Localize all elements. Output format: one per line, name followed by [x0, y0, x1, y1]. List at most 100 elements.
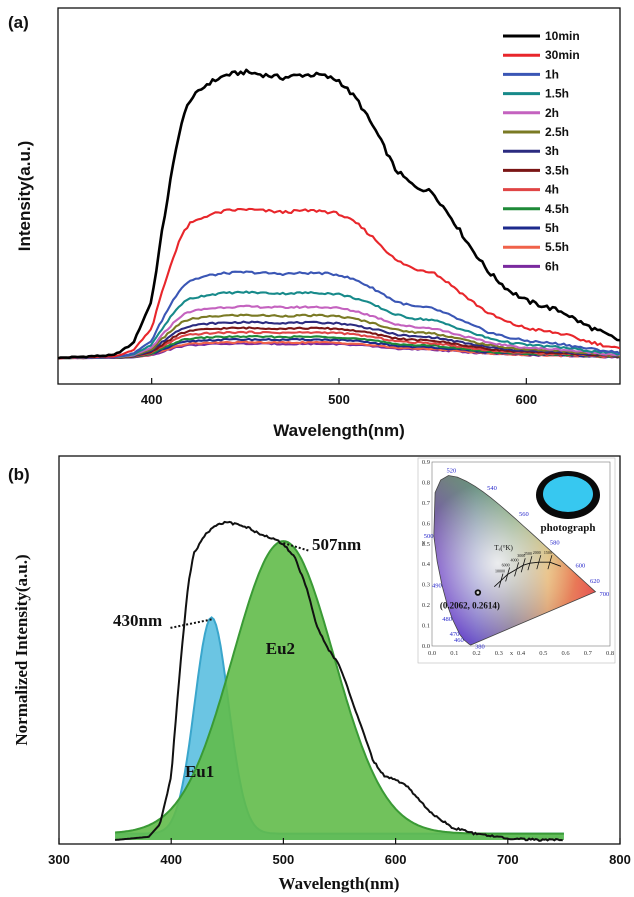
x-tick-label: 400 — [160, 852, 182, 867]
x-tick-label: 500 — [273, 852, 295, 867]
cie-wavelength-label: 580 — [550, 539, 560, 546]
cie-isotherm-line — [498, 573, 504, 588]
photograph-inset: photograph — [536, 471, 600, 534]
cie-wavelength-label: 380 — [475, 644, 485, 651]
panel-a-legend: 10min 30min 1h 1.5h 2h 2.5h 3h 3.5h 4h 4.5h 5h 5.5h… — [503, 29, 580, 273]
panel-b-x-ticks: 300 400 500 600 700 800 — [48, 838, 631, 867]
legend-label-3.5h: 3.5h — [545, 163, 569, 177]
series-line-2h — [58, 304, 620, 360]
cie-x-tick-label: 0.4 — [517, 650, 526, 657]
x-tick-label: 600 — [515, 392, 537, 407]
cie-isotherm-line — [527, 556, 533, 571]
legend-label-5h: 5h — [545, 221, 559, 235]
cie-wavelength-label: 700 — [600, 591, 610, 598]
cie-isotherm-line — [536, 555, 542, 570]
cie-wavelength-label: 620 — [590, 578, 600, 585]
cie-cct-tick: 4000 — [511, 557, 519, 562]
legend-label-1h: 1h — [545, 67, 559, 81]
band-edge-Eu2 — [115, 540, 564, 835]
cie-wavelength-label: 460 — [454, 637, 464, 644]
cie-cct-tick: 6000 — [502, 562, 510, 567]
panel-a-x-ticks: 400 500 600 — [141, 378, 537, 407]
panel-a-y-axis-title: Intensity(a.u.) — [15, 141, 34, 252]
cie-y-tick-label: 0.0 — [422, 643, 430, 650]
cie-x-tick-label: 0.8 — [606, 650, 614, 657]
band-area-Eu2 — [115, 541, 564, 840]
panel-a-label: (a) — [8, 13, 29, 32]
panel-b-plot-frame — [58, 455, 621, 845]
cie-isotherm-line — [505, 567, 511, 582]
x-tick-label: 700 — [497, 852, 519, 867]
cie-isotherm-line — [547, 555, 553, 570]
cie-wavelength-label: 500 — [424, 533, 434, 540]
cie-wavelength-label: 520 — [446, 467, 456, 474]
panel-b-annotations: 430nm 507nm — [113, 535, 361, 630]
cie-cct-tick: 10000 — [495, 569, 505, 574]
cie-y-tick-label: 0.5 — [422, 541, 430, 548]
cie-y-tick-label: 0.6 — [422, 520, 431, 527]
cie-y-tick-label: 0.4 — [422, 561, 431, 568]
cie-wavelength-label: 470 — [450, 631, 460, 638]
photograph-label: photograph — [540, 522, 595, 534]
panel-b-y-axis-title: Normalized Intensity(a.u.) — [12, 554, 31, 745]
panel-b-plot-group: Eu1 Eu2 — [114, 520, 564, 842]
x-tick-label: 300 — [48, 852, 70, 867]
legend-label-2h: 2h — [545, 106, 559, 120]
annotation-leader-430nm — [169, 618, 212, 629]
cie-y-tick-label: 0.1 — [422, 623, 430, 630]
legend-label-1.5h: 1.5h — [545, 87, 569, 101]
cie-x-tick-label: 0.7 — [584, 650, 593, 657]
panel-a-series-group — [58, 68, 620, 360]
cie-wavelength-label: 490 — [432, 583, 442, 590]
series-line-1h — [58, 270, 620, 360]
cie-wavelength-label: 600 — [576, 563, 586, 570]
cie-x-tick-label: 0.2 — [472, 650, 480, 657]
cie-isotherm-line — [520, 558, 526, 573]
cie-cct-tick: 1500 — [544, 550, 552, 555]
cie-axes-frame — [431, 461, 611, 647]
legend-label-6h: 6h — [545, 259, 559, 273]
legend-label-4.5h: 4.5h — [545, 202, 569, 216]
measured-emission-line — [114, 520, 563, 842]
cie-x-tick-label: 0.3 — [495, 650, 503, 657]
cie-x-tick-label: 0.0 — [428, 650, 436, 657]
series-line-10min — [58, 68, 620, 360]
cie-y-tick-label: 0.3 — [422, 582, 430, 589]
series-line-30min — [58, 207, 620, 360]
x-tick-label: 600 — [385, 852, 407, 867]
cie-coordinate-marker-center — [476, 591, 480, 594]
cie-y-tick-label: 0.8 — [422, 479, 430, 486]
panel-a-x-axis-title: Wavelength(nm) — [273, 421, 405, 440]
legend-label-3h: 3h — [545, 144, 559, 158]
legend-label-5.5h: 5.5h — [545, 240, 569, 254]
cie-wavelength-label: 540 — [487, 485, 497, 492]
cie-y-tick-label: 0.9 — [422, 459, 430, 466]
panel-a-plot-frame — [57, 7, 621, 385]
band-label-Eu1: Eu1 — [185, 762, 214, 781]
x-tick-label: 400 — [141, 392, 163, 407]
cie-x-tick-label: 0.1 — [450, 650, 458, 657]
legend-label-2.5h: 2.5h — [545, 125, 569, 139]
cie-wavelength-label: 560 — [519, 511, 529, 518]
cie-x-axis-label: x — [510, 650, 514, 657]
panel-a: (a) 400 500 600 Wavelength(nm) Intensity(a… — [8, 7, 621, 440]
panel-b-x-axis-title: Wavelength(nm) — [279, 874, 400, 893]
cie-y-axis-label: y — [422, 539, 426, 546]
x-tick-label: 500 — [328, 392, 350, 407]
x-tick-label: 800 — [609, 852, 631, 867]
annotation-leader-507nm — [283, 542, 311, 552]
cie-inset: 0.0 0.1 0.2 0.3 0.4 0.5 0.6 0.7 0.8 0.0 0.1 0.2 0.3 0… — [417, 457, 616, 664]
annotation-507nm: 507nm — [312, 535, 361, 554]
cie-y-tick-label: 0.7 — [422, 500, 431, 507]
cie-coordinate-label: (0.2062, 0.2614) — [440, 601, 500, 611]
cie-x-tick-label: 0.6 — [561, 650, 570, 657]
legend-label-10min: 10min — [545, 29, 580, 43]
cie-wavelength-label: 480 — [442, 616, 452, 623]
annotation-430nm: 430nm — [113, 611, 162, 630]
cie-cct-tick: 2500 — [524, 551, 532, 556]
cie-cct-tick: 3000 — [517, 553, 525, 558]
cie-isotherm-line — [514, 562, 519, 577]
cie-cct-tick: 2000 — [533, 550, 541, 555]
cie-cct-label: Tₑ(°K) — [494, 544, 513, 552]
